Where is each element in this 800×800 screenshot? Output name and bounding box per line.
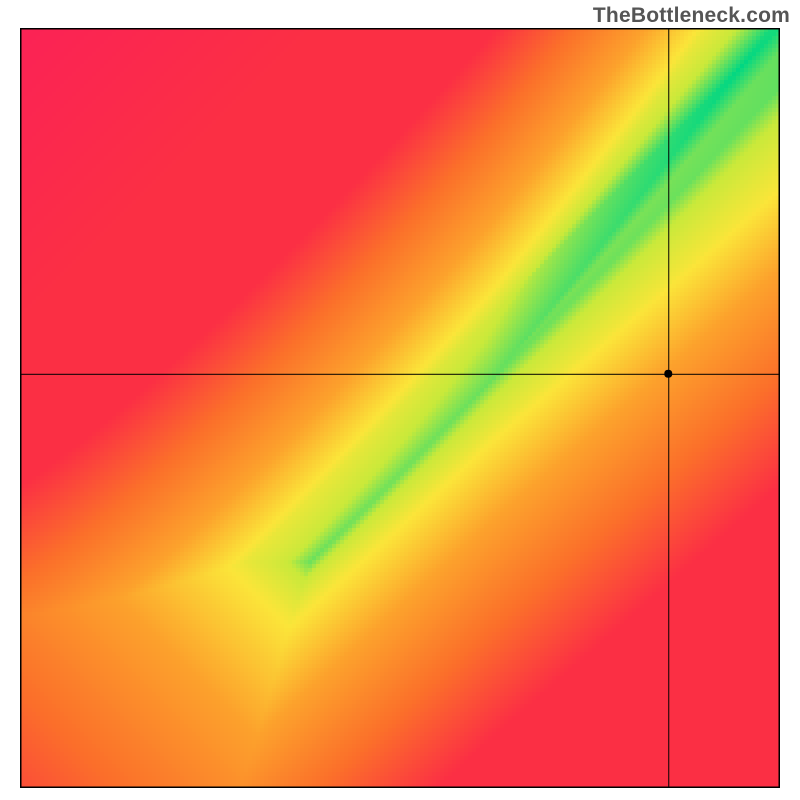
chart-container: TheBottleneck.com bbox=[0, 0, 800, 800]
watermark-text: TheBottleneck.com bbox=[593, 4, 790, 28]
overlay-canvas bbox=[20, 28, 780, 788]
